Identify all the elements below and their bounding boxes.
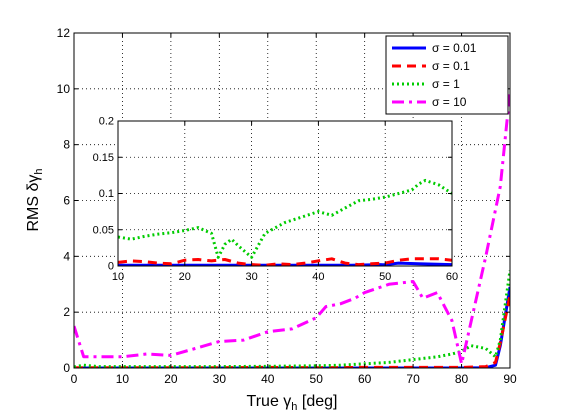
inset-y-tick-label: 0.2 bbox=[99, 116, 114, 128]
legend-entry-label: σ = 0.1 bbox=[432, 59, 470, 73]
main-series-line bbox=[74, 91, 510, 366]
main-y-tick-label: 4 bbox=[63, 249, 70, 263]
legend: σ = 0.01 σ = 0.1 σ = 1 σ = 10 bbox=[385, 35, 509, 115]
main-x-tick-label: 40 bbox=[261, 372, 275, 386]
inset-plot-area bbox=[118, 121, 452, 266]
main-y-tick-label: 6 bbox=[63, 194, 70, 208]
inset-y-tick-label: 0 bbox=[108, 261, 114, 273]
inset-y-tick-label: 0.1 bbox=[99, 188, 114, 200]
main-x-tick-label: 10 bbox=[116, 372, 130, 386]
legend-entry-label: σ = 1 bbox=[432, 77, 460, 91]
inset-x-tick-label: 40 bbox=[312, 271, 324, 283]
main-x-tick-label: 20 bbox=[164, 372, 178, 386]
main-y-tick-label: 0 bbox=[63, 361, 70, 375]
main-y-tick-label: 12 bbox=[57, 26, 71, 40]
main-x-tick-label: 0 bbox=[71, 372, 78, 386]
main-x-tick-label: 30 bbox=[213, 372, 227, 386]
inset-x-tick-label: 60 bbox=[446, 271, 458, 283]
inset-y-tick-label: 0.15 bbox=[93, 152, 114, 164]
main-x-tick-label: 90 bbox=[503, 372, 517, 386]
main-y-tick-label: 2 bbox=[63, 305, 70, 319]
main-x-tick-label: 60 bbox=[358, 372, 372, 386]
main-y-tick-label: 8 bbox=[63, 138, 70, 152]
x-axis-label: True γh [deg] bbox=[247, 393, 338, 413]
inset-series-line bbox=[118, 178, 452, 259]
inset-series-line bbox=[118, 257, 452, 266]
main-x-tick-label: 50 bbox=[310, 372, 324, 386]
inset-x-tick-label: 10 bbox=[112, 271, 124, 283]
main-x-tick-label: 70 bbox=[406, 372, 420, 386]
main-y-tick-label: 10 bbox=[57, 82, 71, 96]
main-series-line bbox=[74, 270, 510, 368]
y-axis-label: RMS δγh bbox=[25, 168, 45, 231]
inset-y-tick-label: 0.05 bbox=[93, 224, 114, 236]
main-series-line bbox=[74, 295, 510, 368]
inset-x-tick-label: 30 bbox=[245, 271, 257, 283]
inset-x-tick-label: 20 bbox=[179, 271, 191, 283]
legend-entry-label: σ = 0.01 bbox=[432, 41, 477, 55]
inset-x-tick-label: 50 bbox=[379, 271, 391, 283]
main-x-tick-label: 80 bbox=[455, 372, 469, 386]
inset-series-line bbox=[118, 261, 452, 266]
legend-entry-label: σ = 10 bbox=[432, 95, 467, 109]
main-series-line bbox=[74, 286, 510, 368]
inset-plot: 10 20 30 40 50 60 0 0.05 0.1 0.15 0.2 bbox=[93, 116, 459, 283]
